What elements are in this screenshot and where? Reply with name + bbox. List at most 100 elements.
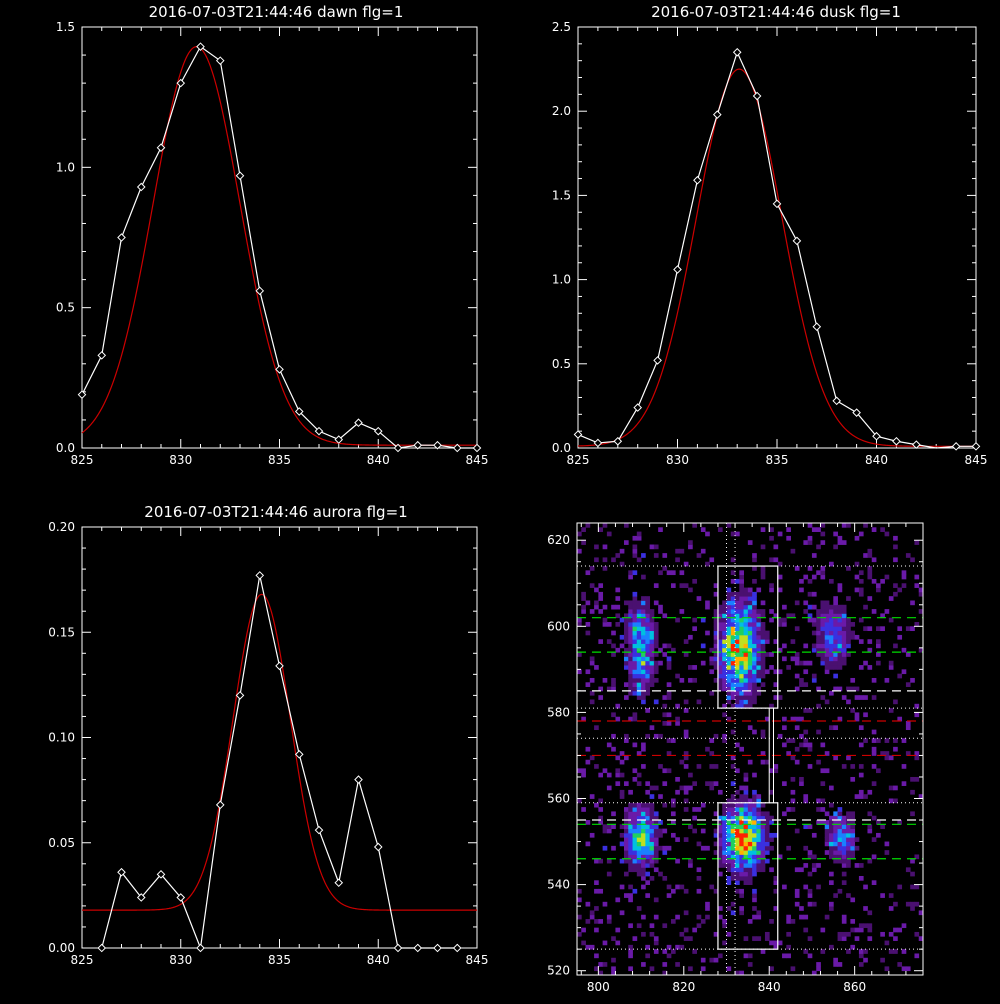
heatmap-cell	[837, 888, 843, 894]
heatmap-cell	[841, 936, 847, 941]
heatmap-cell	[829, 617, 834, 623]
dusk-y-tick-label: 1.5	[552, 188, 571, 202]
heatmap-cell	[649, 811, 655, 817]
heatmap-cell	[764, 850, 770, 855]
heatmap-cell	[743, 622, 749, 627]
heatmap-cell	[846, 815, 851, 821]
heatmap-cell	[735, 626, 740, 632]
spectrogram-x-tick-label: 860	[843, 980, 866, 994]
heatmap-cell	[641, 639, 646, 644]
heatmap-cell	[824, 617, 830, 623]
heatmap-cell	[888, 617, 894, 623]
heatmap-cell	[636, 604, 642, 610]
heatmap-cell	[641, 622, 646, 627]
heatmap-cell	[854, 634, 860, 640]
heatmap-cell	[722, 660, 727, 666]
heatmap-cell	[871, 781, 877, 786]
heatmap-cell	[739, 570, 744, 576]
heatmap-cell	[747, 811, 753, 817]
dusk-y-tick-label: 0.0	[552, 441, 571, 455]
heatmap-cell	[713, 957, 719, 963]
heatmap-cell	[649, 634, 655, 640]
heatmap-cell	[739, 845, 744, 851]
heatmap-cell	[641, 807, 646, 812]
heatmap-cell	[688, 677, 693, 683]
heatmap-cell	[756, 807, 762, 812]
heatmap-cell	[837, 858, 843, 864]
heatmap-cell	[730, 682, 736, 687]
heatmap-cell	[636, 854, 642, 860]
heatmap-cell	[858, 962, 864, 967]
heatmap-cell	[730, 596, 736, 601]
heatmap-cell	[649, 656, 655, 662]
heatmap-cell	[752, 673, 757, 679]
heatmap-cell	[675, 776, 680, 782]
heatmap-cell	[910, 557, 915, 563]
heatmap-cell	[658, 820, 663, 825]
heatmap-cell	[722, 656, 727, 662]
heatmap-cell	[747, 953, 753, 959]
heatmap-cell	[611, 557, 616, 563]
heatmap-cell	[807, 936, 813, 941]
heatmap-cell	[871, 578, 877, 584]
heatmap-cell	[623, 837, 629, 842]
heatmap-cell	[760, 832, 766, 838]
heatmap-cell	[893, 535, 898, 541]
heatmap-cell	[730, 690, 736, 696]
heatmap-cell	[820, 656, 826, 662]
heatmap-cell	[645, 807, 651, 812]
heatmap-cell	[730, 867, 736, 873]
heatmap-cell	[854, 574, 860, 580]
heatmap-cell	[726, 652, 732, 657]
heatmap-cell	[726, 591, 732, 597]
heatmap-cell	[713, 647, 719, 653]
heatmap-cell	[645, 686, 651, 692]
heatmap-cell	[636, 863, 642, 868]
heatmap-cell	[726, 931, 732, 937]
heatmap-cell	[790, 613, 796, 619]
heatmap-cell	[696, 914, 702, 920]
heatmap-cell	[833, 634, 838, 640]
heatmap-cell	[824, 850, 830, 855]
heatmap-cell	[837, 634, 843, 640]
heatmap-cell	[598, 639, 604, 644]
heatmap-cell	[662, 828, 668, 834]
heatmap-cell	[752, 630, 757, 636]
heatmap-cell	[688, 863, 693, 868]
heatmap-cell	[850, 686, 856, 692]
heatmap-cell	[662, 703, 668, 709]
heatmap-cell	[786, 931, 791, 937]
heatmap-cell	[735, 656, 740, 662]
heatmap-cell	[752, 802, 757, 808]
heatmap-cell	[611, 686, 616, 692]
heatmap-cell	[726, 828, 732, 834]
heatmap-cell	[739, 617, 744, 623]
heatmap-cell	[636, 609, 642, 614]
heatmap-cell	[602, 901, 608, 907]
heatmap-cell	[747, 617, 753, 623]
heatmap-cell	[756, 820, 762, 825]
heatmap-cell	[803, 927, 809, 933]
heatmap-cell	[623, 617, 629, 623]
heatmap-cell	[636, 858, 642, 864]
heatmap-cell	[594, 665, 599, 670]
heatmap-cell	[632, 609, 638, 614]
heatmap-cell	[739, 824, 744, 830]
heatmap-cell	[653, 553, 659, 558]
heatmap-cell	[867, 910, 873, 916]
heatmap-cell	[581, 772, 586, 778]
heatmap-cell	[628, 824, 633, 830]
heatmap-cell	[645, 845, 651, 851]
heatmap-cell	[641, 914, 646, 920]
heatmap-cell	[752, 789, 757, 795]
heatmap-cell	[782, 622, 787, 627]
heatmap-cell	[739, 875, 744, 881]
heatmap-cell	[764, 845, 770, 851]
heatmap-cell	[645, 815, 651, 821]
heatmap-cell	[756, 647, 762, 653]
heatmap-cell	[602, 768, 608, 774]
heatmap-cell	[829, 785, 834, 791]
heatmap-cell	[905, 867, 911, 873]
heatmap-cell	[696, 841, 702, 847]
heatmap-cell	[743, 875, 749, 881]
